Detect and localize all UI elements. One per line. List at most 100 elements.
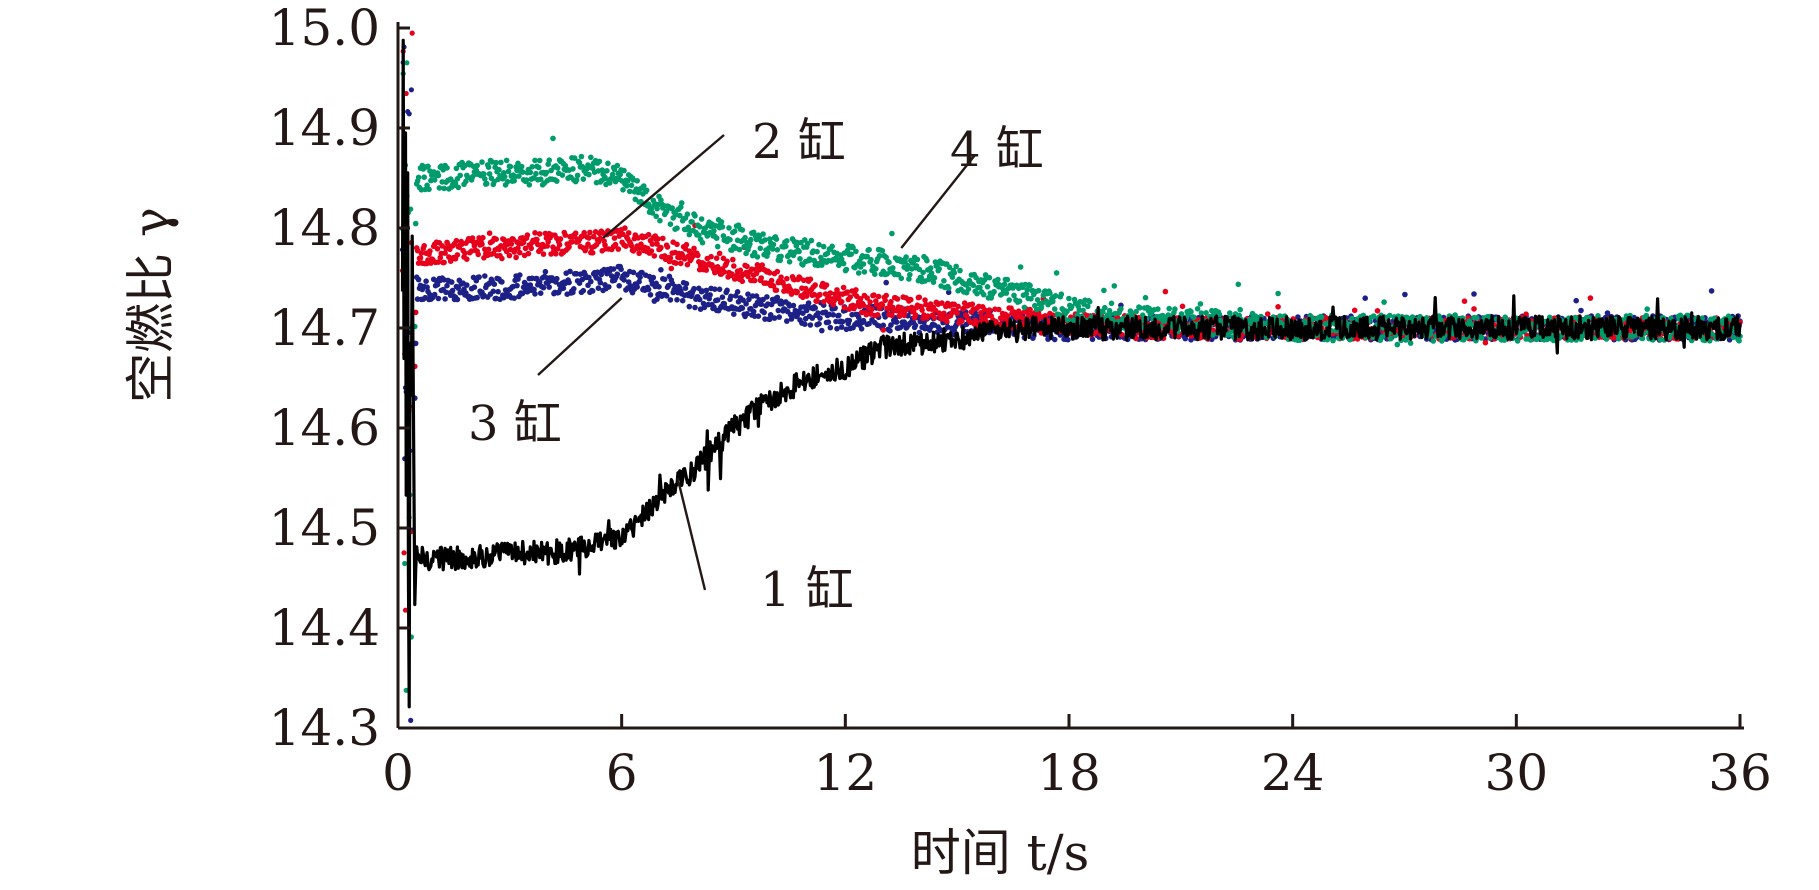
series-point <box>912 322 919 329</box>
series-point <box>453 237 460 244</box>
series-point <box>621 277 627 283</box>
series-point <box>754 254 761 260</box>
series-point <box>464 256 470 263</box>
y-tick-label: 14.5 <box>269 499 380 557</box>
series-point <box>1235 281 1242 288</box>
series-point <box>454 296 461 303</box>
y-tick-label: 14.4 <box>269 599 380 657</box>
series-point <box>726 225 732 231</box>
series-point <box>784 275 790 282</box>
series-point <box>645 286 652 293</box>
x-tick-label: 12 <box>814 744 878 802</box>
series-point <box>1474 315 1480 321</box>
series-point <box>838 324 845 330</box>
series-point <box>844 289 851 295</box>
series-point <box>412 220 419 227</box>
series-point <box>1188 308 1194 315</box>
series-point <box>423 278 429 285</box>
series-point <box>879 302 886 308</box>
series-point <box>790 302 797 309</box>
series-point <box>434 246 441 252</box>
series-point <box>774 268 781 275</box>
series-point <box>936 266 942 272</box>
series-point <box>751 277 758 284</box>
series-point <box>606 284 612 290</box>
series-point <box>1478 335 1485 341</box>
series-point <box>764 294 770 300</box>
series-point <box>401 550 407 556</box>
series-point <box>955 303 961 310</box>
series-point <box>916 294 923 301</box>
series-point <box>1275 304 1281 310</box>
series-point <box>880 327 887 333</box>
series-point <box>1616 336 1622 342</box>
series-point <box>802 321 808 328</box>
series-point <box>655 236 661 242</box>
series-point <box>838 298 845 305</box>
series-point <box>803 307 810 314</box>
series-point <box>476 274 482 280</box>
series-point <box>829 243 835 250</box>
series-point <box>827 290 834 296</box>
series-point <box>836 312 842 319</box>
series-point <box>727 236 733 243</box>
series-point <box>556 242 563 248</box>
series-point <box>689 219 695 225</box>
series-point <box>1004 276 1011 283</box>
series-point <box>645 231 652 238</box>
series-point <box>1381 299 1387 305</box>
series-point <box>927 265 934 271</box>
series-point <box>761 309 767 316</box>
series-point <box>776 314 782 320</box>
series-point <box>1058 291 1065 298</box>
series-point <box>816 321 822 327</box>
series-point <box>766 316 773 323</box>
series-point <box>570 166 576 172</box>
series-point <box>426 186 432 193</box>
x-tick-label: 24 <box>1261 744 1325 802</box>
series-point <box>888 299 894 305</box>
series-point <box>755 313 762 320</box>
series-point <box>812 305 818 311</box>
series-point <box>532 230 538 236</box>
series-point <box>404 60 410 66</box>
series-point <box>1394 341 1401 348</box>
series-point <box>860 261 867 267</box>
series-point <box>523 177 530 183</box>
series-point <box>573 177 580 183</box>
series-point <box>527 169 534 176</box>
series-point <box>919 307 925 313</box>
series-point <box>667 297 674 303</box>
series-point <box>668 265 675 272</box>
series-point <box>504 178 511 185</box>
series-point <box>807 322 814 328</box>
series-point <box>794 288 800 295</box>
series-point <box>774 247 781 253</box>
series-point <box>648 248 655 254</box>
y-tick-label: 15.0 <box>269 0 380 57</box>
series-point <box>479 159 485 165</box>
series-point <box>514 282 520 289</box>
series-point <box>1330 337 1336 344</box>
series-point <box>485 246 492 253</box>
series-point <box>860 317 867 324</box>
series-point <box>595 285 602 292</box>
series-point <box>778 253 784 260</box>
series-point <box>1461 298 1468 305</box>
series-point <box>986 307 993 313</box>
series-point <box>474 162 481 169</box>
series-point <box>840 284 847 291</box>
series-point <box>505 168 512 175</box>
series-point <box>673 260 679 267</box>
series-point <box>431 291 438 298</box>
series-point <box>464 282 470 288</box>
series-point <box>654 296 660 302</box>
series-layer <box>399 30 1743 724</box>
annotation-leader <box>537 297 623 376</box>
series-point <box>417 255 424 261</box>
annotation-label: 1 缸 <box>760 562 854 618</box>
series-point <box>820 243 827 250</box>
series-point <box>778 274 784 281</box>
series-point <box>518 163 525 170</box>
